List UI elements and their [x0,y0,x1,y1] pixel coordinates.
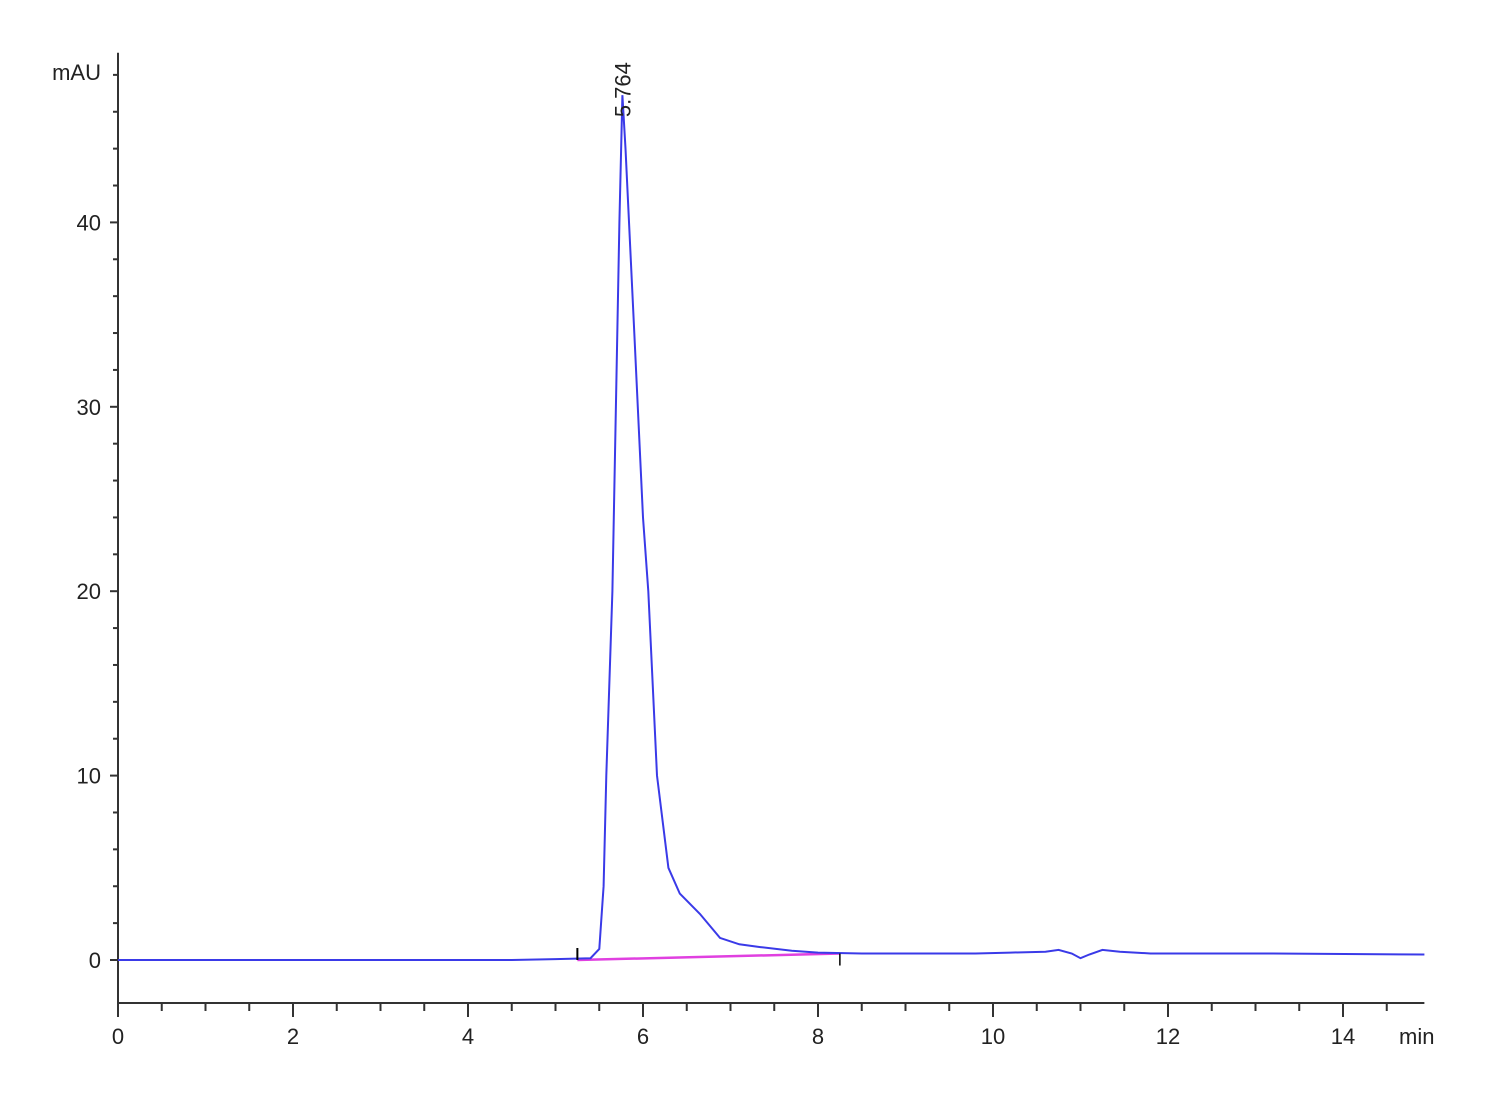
y-tick-label: 20 [77,579,101,604]
x-tick-label: 6 [637,1024,649,1049]
axes [117,52,1425,1004]
x-tick-label: 4 [462,1024,474,1049]
x-tick-label: 12 [1156,1024,1180,1049]
x-tick-label: 0 [112,1024,124,1049]
y-tick-label: 0 [89,948,101,973]
x-tick-label: 8 [812,1024,824,1049]
x-tick-label: 10 [981,1024,1005,1049]
x-tick-label: 2 [287,1024,299,1049]
y-tick-label: 40 [77,210,101,235]
y-axis-label: mAU [52,60,101,85]
peak-retention-time-label: 5.764 [610,62,635,117]
ticks: 0 10 20 30 40 0 2 4 6 8 10 12 14 [77,73,1388,1049]
x-tick-label: 14 [1331,1024,1355,1049]
integration-markers [576,948,841,966]
peak-labels: 5.764 [610,62,635,117]
y-tick-label: 10 [77,764,101,789]
y-tick-label: 30 [77,395,101,420]
signal-trace [118,95,1425,961]
integration-baseline [577,952,840,962]
x-axis-label: min [1399,1024,1434,1049]
